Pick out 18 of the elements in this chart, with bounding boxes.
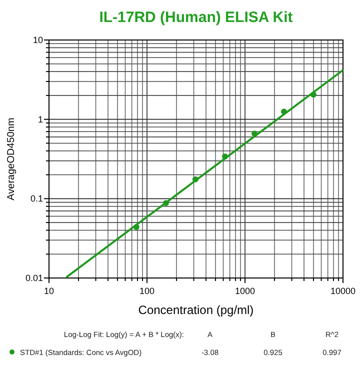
point <box>162 200 169 206</box>
y-tick-label: 0.1 <box>30 194 43 204</box>
x-tick-label: 1000 <box>234 286 256 296</box>
y-axis-title: AverageOD450nm <box>6 118 17 200</box>
x-tick-label: 10 <box>44 286 54 296</box>
y-tick-label: 0.01 <box>25 273 43 283</box>
y-tick-label: 10 <box>32 35 43 45</box>
point <box>252 130 258 137</box>
point <box>192 176 198 182</box>
point <box>133 224 140 230</box>
chart-title: IL-17RD (Human) ELISA Kit <box>99 9 293 26</box>
x-tick-label: 100 <box>139 286 155 296</box>
x-axis-title: Concentration (pg/ml) <box>138 303 254 317</box>
x-tick-label: 10000 <box>330 286 356 296</box>
point <box>281 108 287 115</box>
point <box>222 154 228 160</box>
point <box>310 92 316 98</box>
y-tick-label: 1 <box>38 114 43 124</box>
